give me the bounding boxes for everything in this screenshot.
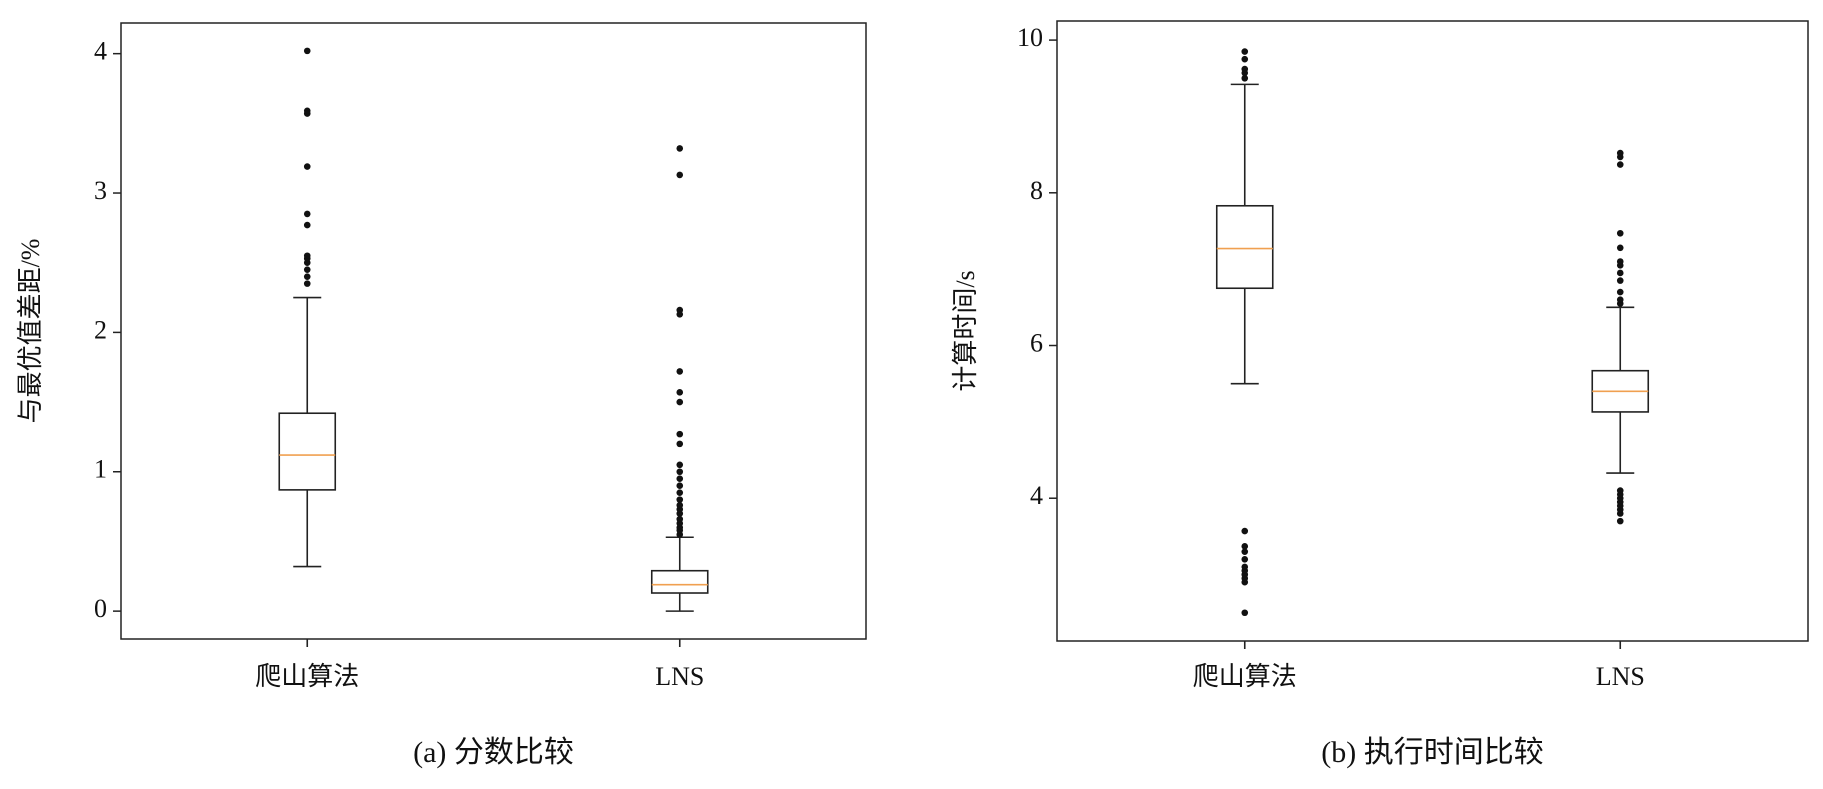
x-tick-label: 爬山算法 [255, 662, 359, 691]
flier [676, 171, 684, 179]
y-tick-label: 4 [1030, 481, 1043, 510]
flier [303, 280, 311, 287]
flier [1616, 229, 1624, 237]
x-tick-label: 爬山算法 [1193, 662, 1297, 691]
flier [1241, 609, 1249, 617]
flier [676, 515, 684, 523]
flier [676, 145, 684, 152]
flier [676, 496, 684, 503]
flier [1241, 48, 1249, 55]
flier [676, 482, 684, 489]
y-tick-label: 2 [94, 315, 107, 344]
flier [676, 461, 684, 469]
flier [1616, 487, 1624, 494]
flier [1616, 244, 1624, 252]
flier [676, 475, 684, 483]
caption: (b) 执行时间比较 [1321, 736, 1543, 769]
y-tick-label: 6 [1030, 328, 1043, 357]
flier [1241, 543, 1249, 550]
flier [1241, 548, 1249, 555]
flier [1241, 563, 1249, 571]
flier [1616, 258, 1624, 265]
flier [303, 107, 311, 115]
y-tick-label: 10 [1017, 23, 1043, 52]
x-tick-label: LNS [655, 662, 704, 691]
flier [1616, 161, 1624, 168]
flier [676, 368, 684, 375]
flier [303, 210, 311, 218]
caption: (a) 分数比较 [413, 736, 574, 769]
y-tick-label: 0 [94, 594, 107, 623]
y-tick-label: 1 [94, 455, 107, 484]
y-tick-label: 8 [1030, 176, 1043, 205]
box [650, 569, 709, 594]
flier [1241, 527, 1249, 535]
plot-frame [120, 22, 867, 640]
flier [1241, 556, 1249, 563]
flier [303, 252, 311, 260]
flier [1241, 74, 1249, 82]
flier [676, 306, 684, 314]
flier [676, 489, 684, 496]
y-axis-title: 与最优值差距/% [16, 239, 45, 424]
flier [676, 430, 684, 438]
flier [303, 266, 311, 273]
flier [1616, 149, 1624, 157]
x-tick-label: LNS [1596, 662, 1645, 691]
plot-frame [1056, 20, 1809, 642]
y-axis-title: 计算时间/s [951, 270, 980, 391]
flier [1616, 517, 1624, 525]
flier [1241, 55, 1249, 63]
flier [676, 389, 684, 396]
flier [1616, 296, 1624, 303]
box [1215, 204, 1274, 290]
y-tick-label: 4 [94, 37, 107, 66]
y-tick-label: 3 [94, 176, 107, 205]
flier [676, 440, 684, 448]
flier [1616, 269, 1624, 277]
flier [303, 47, 311, 55]
flier [303, 273, 311, 280]
flier [303, 163, 311, 170]
flier [676, 501, 684, 509]
box [278, 412, 337, 491]
flier [1616, 277, 1624, 284]
flier [303, 221, 311, 229]
flier [1616, 288, 1624, 296]
flier [676, 398, 684, 406]
flier [1241, 65, 1249, 73]
flier [676, 468, 684, 476]
